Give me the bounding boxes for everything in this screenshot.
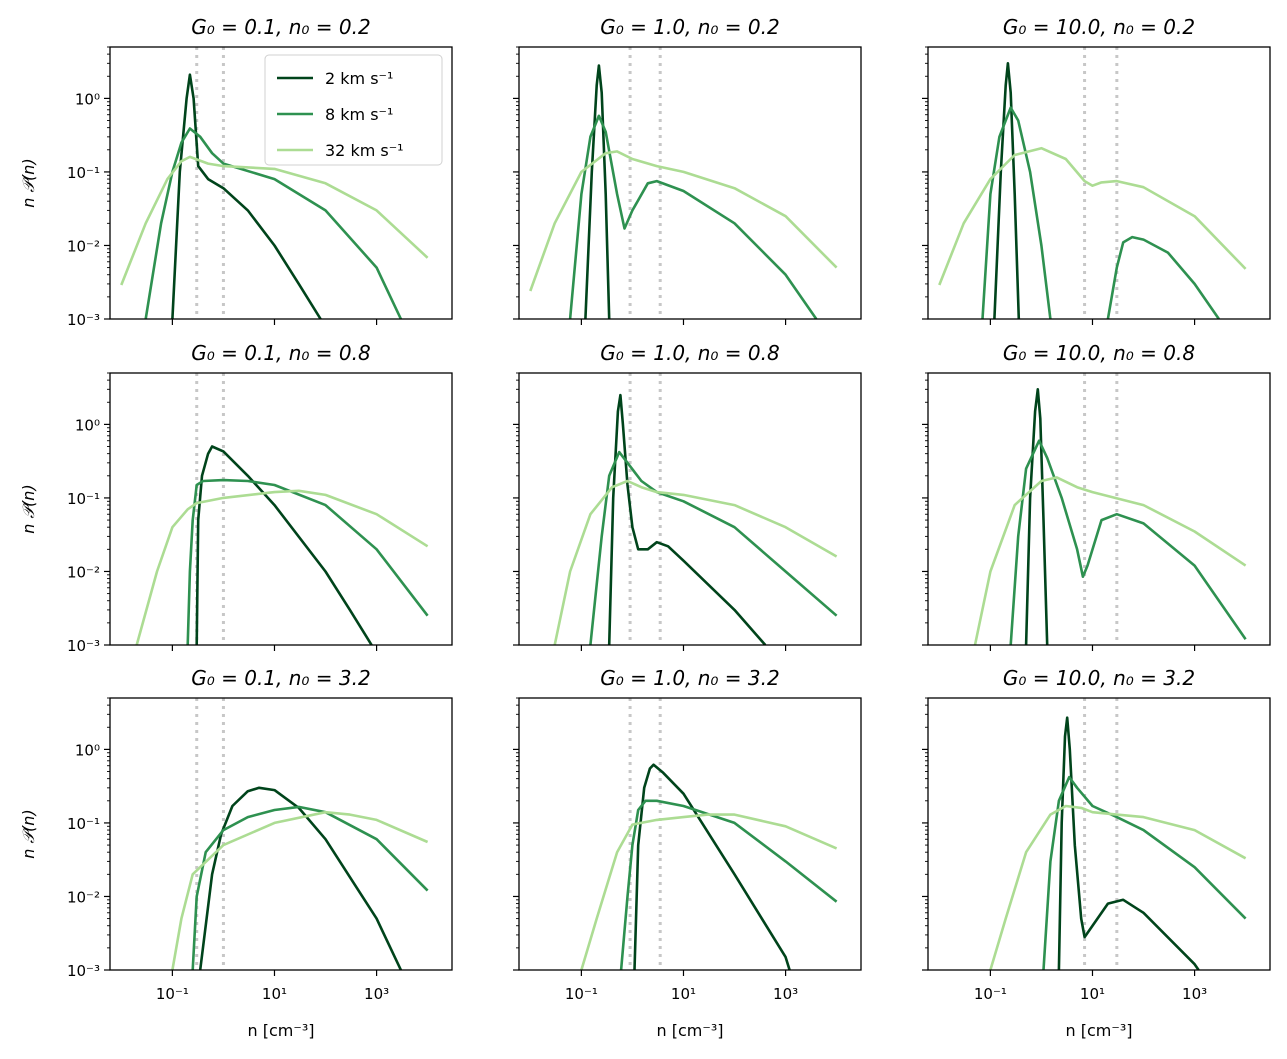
series-line-3: [973, 476, 1247, 645]
y-tick-label: 10⁰: [75, 741, 100, 759]
legend-entry: 8 km s⁻¹: [325, 105, 393, 124]
subplot-9: 10⁻¹ 10¹ 10³ n [cm⁻³] G₀ = 10.0, n₀ = 3.2: [922, 666, 1271, 1040]
subplot-2: G₀ = 1.0, n₀ = 0.2: [513, 15, 862, 325]
series-line-3: [529, 150, 838, 292]
subplot-8: 10⁻¹ 10¹ 10³ n [cm⁻³] G₀ = 1.0, n₀ = 3.2: [513, 666, 862, 1040]
y-axis-label: n 𝒫(n): [19, 158, 38, 207]
series-line-1: [171, 73, 322, 319]
x-tick-label: 10³: [364, 985, 389, 1003]
subplot-6: G₀ = 10.0, n₀ = 0.8: [922, 341, 1271, 651]
subplot-5: G₀ = 1.0, n₀ = 0.8: [513, 341, 862, 651]
subplot-title: G₀ = 1.0, n₀ = 0.8: [600, 341, 779, 365]
y-tick-label: 10⁻²: [67, 237, 100, 255]
series-group: [973, 388, 1247, 645]
subplot-title: G₀ = 10.0, n₀ = 3.2: [1003, 666, 1195, 690]
series-line-1: [195, 445, 373, 645]
x-axis-label: n [cm⁻³]: [1066, 1021, 1133, 1040]
y-tick-label: 10⁰: [75, 90, 100, 108]
series-group: [938, 62, 1247, 319]
series-line-3: [120, 155, 429, 286]
x-tick-label: 10¹: [1080, 985, 1105, 1003]
subplot-4: 10⁻³ 10⁻² 10⁻¹ 10⁰ n 𝒫(n) G₀ = 0.1, n₀ = 0.8: [19, 341, 453, 655]
subplot-title: G₀ = 0.1, n₀ = 3.2: [191, 666, 370, 690]
x-tick-label: 10¹: [671, 985, 696, 1003]
series-group: [989, 716, 1247, 970]
subplot-7: 10⁻³ 10⁻² 10⁻¹ 10⁰ n 𝒫(n) 10⁻¹ 10¹ 10³ n [cm⁻³] G…: [19, 666, 453, 1040]
series-line-2: [589, 450, 838, 645]
series-line-2: [144, 127, 403, 319]
subplot-title: G₀ = 10.0, n₀ = 0.8: [1003, 341, 1195, 365]
series-line-3: [553, 479, 838, 645]
y-tick-label: 10⁻³: [67, 962, 100, 980]
legend-entry: 2 km s⁻¹: [325, 69, 393, 88]
series-line-2: [186, 478, 429, 645]
series-line-1: [198, 786, 403, 970]
subplot-title: G₀ = 0.1, n₀ = 0.2: [191, 15, 370, 39]
series-line-2: [619, 799, 838, 970]
axes-frame: [518, 697, 862, 971]
series-line-3: [135, 489, 429, 645]
y-axis-label: n 𝒫(n): [19, 484, 38, 533]
series-line-2: [1042, 775, 1247, 970]
series-group: [135, 445, 429, 645]
series-line-3: [171, 810, 429, 970]
series-line-3: [580, 813, 838, 970]
series-group: [120, 73, 429, 319]
x-tick-label: 10³: [1182, 985, 1207, 1003]
axes-frame: [927, 372, 1271, 646]
x-axis-label: n [cm⁻³]: [248, 1021, 315, 1040]
series-line-1: [993, 62, 1021, 319]
series-line-1: [633, 763, 791, 970]
subplot-title: G₀ = 1.0, n₀ = 3.2: [600, 666, 779, 690]
axes-frame: [927, 697, 1271, 971]
y-axis-label: n 𝒫(n): [19, 809, 38, 858]
y-tick-label: 10⁻²: [67, 563, 100, 581]
subplot-3: G₀ = 10.0, n₀ = 0.2: [922, 15, 1271, 325]
y-tick-label: 10⁰: [75, 416, 100, 434]
series-group: [580, 763, 838, 970]
x-tick-label: 10³: [773, 985, 798, 1003]
series-line-3: [1106, 235, 1220, 319]
y-tick-label: 10⁻²: [67, 888, 100, 906]
axes-frame: [109, 372, 453, 646]
subplot-title: G₀ = 0.1, n₀ = 0.8: [191, 341, 370, 365]
subplot-title: G₀ = 1.0, n₀ = 0.2: [600, 15, 779, 39]
x-tick-label: 10⁻¹: [974, 985, 1007, 1003]
series-line-1: [607, 393, 767, 645]
y-tick-label: 10⁻¹: [67, 164, 100, 182]
series-line-1: [1024, 388, 1049, 645]
series-line-1: [584, 64, 611, 319]
series-group: [553, 393, 838, 645]
subplot-1: 10⁻³ 10⁻² 10⁻¹ 10⁰ n 𝒫(n) G₀ = 0.1, n₀ = 0.2 2…: [19, 15, 453, 329]
y-tick-label: 10⁻¹: [67, 815, 100, 833]
x-tick-label: 10⁻¹: [565, 985, 598, 1003]
series-line-4: [938, 146, 1247, 286]
series-line-2: [191, 805, 429, 970]
x-tick-label: 10⁻¹: [156, 985, 189, 1003]
legend-box: [264, 54, 443, 166]
series-line-2: [1009, 439, 1247, 645]
axes-frame: [518, 372, 862, 646]
subplot-title: G₀ = 10.0, n₀ = 0.2: [1003, 15, 1195, 39]
x-tick-label: 10¹: [262, 985, 287, 1003]
x-axis-label: n [cm⁻³]: [657, 1021, 724, 1040]
series-line-3: [989, 804, 1247, 970]
axes-frame: [518, 46, 862, 320]
axes-frame: [109, 697, 453, 971]
y-tick-label: 10⁻³: [67, 637, 100, 655]
y-tick-label: 10⁻¹: [67, 490, 100, 508]
legend: 2 km s⁻¹ 8 km s⁻¹ 32 km s⁻¹: [264, 54, 443, 166]
y-tick-label: 10⁻³: [67, 311, 100, 329]
series-line-2: [981, 106, 1052, 319]
series-line-1: [1057, 716, 1200, 970]
series-line-2: [568, 114, 818, 319]
series-group: [171, 786, 429, 970]
series-group: [529, 64, 838, 319]
legend-entry: 32 km s⁻¹: [325, 141, 404, 160]
